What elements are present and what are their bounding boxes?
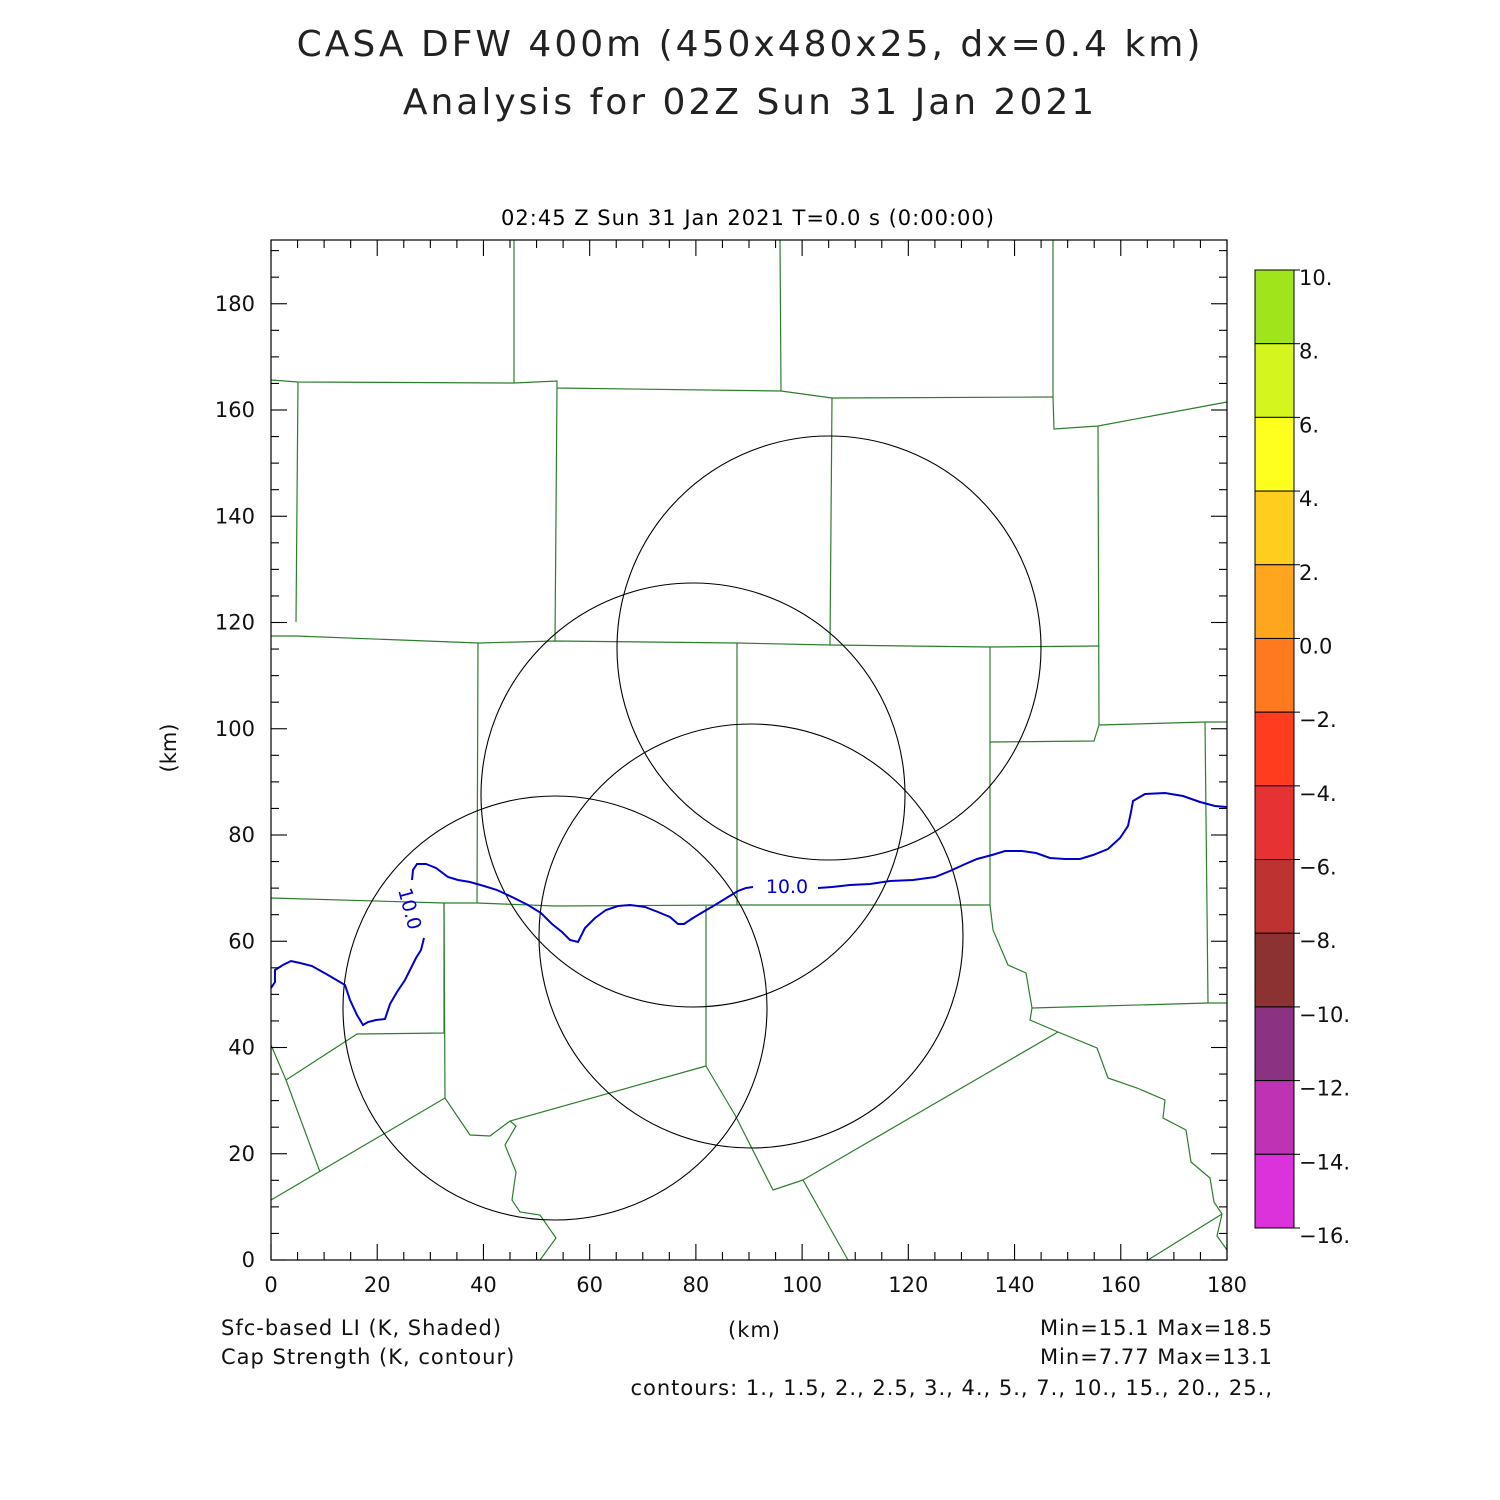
x-tick-label: 140 [995,1273,1035,1297]
colorbar-swatch [1254,269,1295,345]
contour-label: 10.0 [766,876,808,898]
x-tick-label: 20 [364,1273,391,1297]
chart-subtitle: Analysis for 02Z Sun 31 Jan 2021 [402,82,1098,123]
plot-frame [270,239,1228,1261]
colorbar-label: 4. [1299,487,1319,511]
y-tick-label: 40 [228,1036,255,1060]
x-tick-label: 100 [782,1273,822,1297]
county-line [1097,425,1100,726]
radar-ring [480,582,906,1008]
county-line [271,635,1100,648]
county-line [476,642,479,904]
colorbar-swatch [1254,490,1295,566]
radar-ring [342,795,768,1221]
y-tick-label: 0 [242,1248,255,1272]
cap-strength-contour [270,791,1228,1027]
colorbar-label: 6. [1299,413,1319,437]
y-tick-label: 120 [215,611,255,635]
radar-ring [538,723,964,1149]
colorbar-swatch [1254,932,1295,1008]
colorbar-swatch [1254,637,1295,713]
colorbar-swatch [1254,416,1295,492]
tick-labels: 0 20 40 60 80 100 120 140 160 180 0 20 40 60 80 100 120 1… [215,292,1247,1297]
contour-field-range: Min=7.77 Max=13.1 [1039,1345,1273,1369]
y-axis-label: (km) [157,723,181,772]
county-line [802,1031,1059,1181]
contour-label: 10.0 [393,886,425,933]
y-tick-label: 100 [215,717,255,741]
county-line [295,381,299,623]
county-line [829,397,833,646]
x-axis-label: (km) [728,1318,782,1342]
colorbar-label: 2. [1299,561,1319,585]
county-line [443,902,446,1099]
colorbar-label: −6. [1299,856,1337,880]
colorbar: 10. 8. 6. 4. 2. 0.0 −2. −4. −6. −8. −10. −12. −14. −1… [1254,266,1350,1248]
county-line [504,1120,557,1261]
county-line [1052,396,1228,430]
y-tick-label: 20 [228,1142,255,1166]
county-line [1204,721,1227,1004]
colorbar-label: −4. [1299,782,1337,806]
county-line [989,904,1228,1251]
colorbar-label: −14. [1299,1150,1350,1174]
county-line [270,1065,707,1201]
axis-ticks [270,240,1228,1261]
county-boundaries [270,239,1228,1261]
valid-time-label: 02:45 Z Sun 31 Jan 2021 T=0.0 s (0:00:00… [501,206,995,230]
y-tick-label: 80 [228,823,255,847]
x-tick-label: 120 [888,1273,928,1297]
colorbar-label: −2. [1299,708,1337,732]
county-line [705,1065,849,1261]
y-tick-label: 140 [215,504,255,528]
colorbar-swatch [1254,564,1295,639]
chart-title: CASA DFW 400m (450x480x25, dx=0.4 km) [296,24,1204,65]
shaded-field-range: Min=15.1 Max=18.5 [1039,1316,1273,1340]
county-line [270,897,990,907]
contour-segment [411,863,754,944]
contour-segment [270,937,425,1027]
county-line [989,721,1227,743]
colorbar-label: −16. [1299,1224,1350,1248]
colorbar-label: −12. [1299,1077,1350,1101]
x-tick-label: 180 [1207,1273,1247,1297]
county-line [554,387,558,642]
colorbar-swatch [1254,711,1295,787]
colorbar-swatch [1254,1006,1295,1082]
county-line [1031,1002,1209,1009]
x-tick-label: 80 [683,1273,710,1297]
y-tick-label: 160 [215,398,255,422]
radar-range-rings [342,435,1042,1221]
x-tick-label: 0 [264,1273,277,1297]
colorbar-label: 0.0 [1299,634,1332,658]
county-line [285,1079,321,1173]
radar-ring [616,435,1042,861]
county-line [270,379,1054,399]
x-tick-label: 160 [1101,1273,1141,1297]
x-tick-label: 60 [576,1273,603,1297]
contour-field-label: Cap Strength (K, contour) [221,1345,516,1369]
colorbar-swatch [1254,785,1295,861]
contour-levels: contours: 1., 1.5, 2., 2.5, 3., 4., 5., … [630,1376,1273,1400]
colorbar-swatch [1254,1080,1295,1155]
y-tick-label: 180 [215,292,255,316]
county-line [1147,1213,1223,1261]
contour-segment [817,791,1228,889]
colorbar-swatch [1254,1153,1295,1229]
x-tick-label: 40 [470,1273,497,1297]
map-content: 10.0 10.0 [270,239,1228,1261]
colorbar-swatch [1254,343,1295,418]
county-line [779,239,782,392]
colorbar-swatch [1254,859,1295,934]
colorbar-label: 10. [1299,266,1332,290]
colorbar-label: −8. [1299,929,1337,953]
colorbar-label: −10. [1299,1003,1350,1027]
shaded-field-label: Sfc-based LI (K, Shaded) [221,1316,503,1340]
y-tick-label: 60 [228,929,255,953]
colorbar-label: 8. [1299,340,1319,364]
